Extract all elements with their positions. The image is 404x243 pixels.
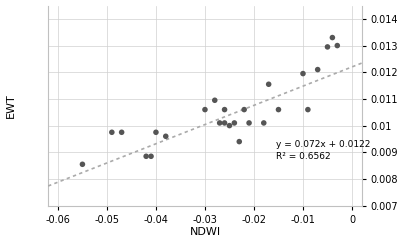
Point bbox=[212, 98, 218, 102]
Point bbox=[261, 121, 267, 125]
Point bbox=[202, 108, 208, 112]
Point bbox=[314, 68, 321, 71]
Point bbox=[221, 108, 228, 112]
Point bbox=[329, 36, 336, 40]
Point bbox=[221, 121, 228, 125]
Point bbox=[148, 154, 154, 158]
Point bbox=[275, 108, 282, 112]
Point bbox=[231, 121, 238, 125]
Point bbox=[265, 82, 272, 86]
Point bbox=[79, 162, 86, 166]
Point bbox=[246, 121, 252, 125]
Text: EWT: EWT bbox=[6, 93, 15, 118]
Point bbox=[334, 44, 341, 48]
Point bbox=[109, 130, 115, 134]
Point bbox=[162, 134, 169, 138]
Point bbox=[236, 140, 242, 144]
Point bbox=[217, 121, 223, 125]
Point bbox=[118, 130, 125, 134]
Point bbox=[305, 108, 311, 112]
X-axis label: NDWI: NDWI bbox=[189, 227, 221, 237]
Point bbox=[300, 72, 306, 76]
Point bbox=[241, 108, 247, 112]
Point bbox=[324, 45, 331, 49]
Text: y = 0.072x + 0.0122
R² = 0.6562: y = 0.072x + 0.0122 R² = 0.6562 bbox=[276, 140, 370, 161]
Point bbox=[143, 154, 149, 158]
Point bbox=[153, 130, 159, 134]
Point bbox=[226, 124, 233, 128]
